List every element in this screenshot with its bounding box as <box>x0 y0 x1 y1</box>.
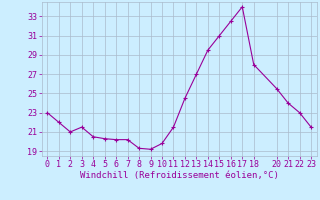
X-axis label: Windchill (Refroidissement éolien,°C): Windchill (Refroidissement éolien,°C) <box>80 171 279 180</box>
